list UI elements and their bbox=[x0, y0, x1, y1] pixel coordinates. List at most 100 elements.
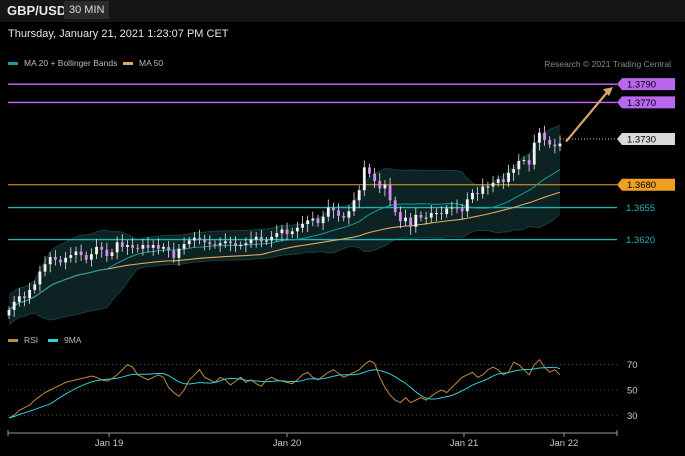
candle-body bbox=[321, 216, 325, 224]
candle-body bbox=[59, 259, 62, 263]
candle bbox=[383, 179, 387, 197]
candle bbox=[64, 252, 68, 270]
candle bbox=[378, 173, 382, 194]
candle bbox=[43, 256, 47, 277]
candle bbox=[74, 246, 78, 264]
candle bbox=[115, 236, 119, 260]
candle bbox=[131, 238, 135, 254]
level-label: 1.3770 bbox=[627, 98, 656, 109]
price-level-pivot: 1.3680 bbox=[8, 178, 675, 191]
candle bbox=[167, 241, 171, 258]
bollinger-fill bbox=[9, 125, 560, 325]
candle bbox=[120, 234, 124, 252]
candle bbox=[434, 208, 438, 222]
candle bbox=[259, 229, 263, 248]
candle-body bbox=[177, 248, 181, 258]
candle-body bbox=[198, 237, 201, 240]
candle bbox=[249, 231, 253, 248]
candle bbox=[105, 242, 109, 262]
candle-body bbox=[342, 215, 346, 218]
candle bbox=[203, 234, 207, 251]
candle-body bbox=[79, 251, 83, 256]
candle-body bbox=[265, 240, 268, 242]
candle-body bbox=[270, 236, 274, 241]
candle bbox=[146, 237, 150, 253]
candle bbox=[368, 163, 371, 178]
target-arrow bbox=[565, 87, 613, 143]
candle-body bbox=[162, 246, 165, 249]
candle bbox=[280, 224, 284, 242]
candle-body bbox=[229, 241, 232, 244]
candle-body bbox=[295, 227, 299, 232]
candle-body bbox=[203, 239, 207, 243]
candle bbox=[84, 251, 88, 264]
candle-body bbox=[17, 296, 21, 302]
candle bbox=[424, 211, 428, 225]
candle-body bbox=[383, 184, 387, 189]
candle bbox=[306, 215, 310, 233]
candle bbox=[285, 222, 289, 240]
candles bbox=[7, 125, 562, 320]
candle-body bbox=[12, 301, 16, 310]
arrow-shaft bbox=[565, 89, 610, 143]
candle-body bbox=[95, 246, 98, 255]
rsi-ma9-line bbox=[8, 366, 561, 419]
candle-body bbox=[38, 271, 42, 285]
candle-body bbox=[501, 179, 505, 182]
candle bbox=[48, 252, 52, 273]
candle bbox=[290, 227, 294, 238]
candle-body bbox=[532, 142, 536, 165]
candle bbox=[496, 175, 500, 187]
candle-body bbox=[507, 172, 510, 182]
candle-body bbox=[172, 250, 176, 258]
x-tick: Jan 22 bbox=[550, 433, 579, 449]
candle-body bbox=[105, 249, 109, 257]
candle-body bbox=[434, 213, 438, 215]
candle bbox=[79, 244, 83, 261]
legend-rsi-label: RSI bbox=[24, 335, 39, 345]
candle-body bbox=[306, 220, 310, 225]
candle-body bbox=[100, 246, 104, 250]
candle-body bbox=[48, 256, 52, 265]
legend-9ma: 9MA bbox=[48, 335, 81, 345]
datetime-label: Thursday, January 21, 2021 1:23:07 PM CE… bbox=[8, 28, 229, 40]
candle-body bbox=[234, 243, 237, 246]
legend-ma50: MA 50 bbox=[123, 58, 163, 68]
candle-body bbox=[213, 244, 217, 246]
price-level-support: 1.3655 bbox=[8, 203, 655, 214]
candle-body bbox=[223, 241, 227, 244]
candle bbox=[177, 243, 181, 266]
rsi-level-label: 50 bbox=[627, 386, 638, 397]
candle-body bbox=[53, 256, 57, 260]
candle bbox=[69, 247, 73, 263]
rsi-level: 70 bbox=[8, 360, 638, 371]
legend-bb-swatch bbox=[8, 61, 18, 65]
candle-body bbox=[301, 224, 304, 228]
x-tick: Jan 20 bbox=[273, 433, 301, 449]
legend-rsi-swatch bbox=[8, 338, 18, 342]
candle bbox=[17, 288, 21, 307]
candle-body bbox=[167, 246, 171, 251]
candle bbox=[213, 240, 217, 249]
candle-body bbox=[465, 199, 469, 212]
candle bbox=[460, 203, 464, 220]
candle bbox=[332, 202, 335, 219]
timeframe-button[interactable]: 30 MIN bbox=[64, 1, 110, 19]
candle bbox=[512, 164, 516, 181]
candle-body bbox=[141, 245, 145, 249]
candle-body bbox=[290, 231, 294, 235]
rsi-panel: 70 50 30 bbox=[8, 358, 638, 422]
candle bbox=[481, 178, 485, 199]
candle bbox=[33, 280, 37, 294]
candle-body bbox=[244, 243, 248, 246]
candle-body bbox=[548, 139, 552, 145]
rsi-level: 50 bbox=[8, 386, 638, 397]
candle bbox=[192, 231, 196, 248]
candle-body bbox=[208, 242, 212, 245]
candle bbox=[234, 236, 237, 252]
x-tick-label: Jan 22 bbox=[550, 438, 579, 449]
candle-body bbox=[388, 184, 392, 201]
candle-body bbox=[151, 245, 155, 248]
price-level-resistance: 1.3770 bbox=[8, 96, 675, 109]
